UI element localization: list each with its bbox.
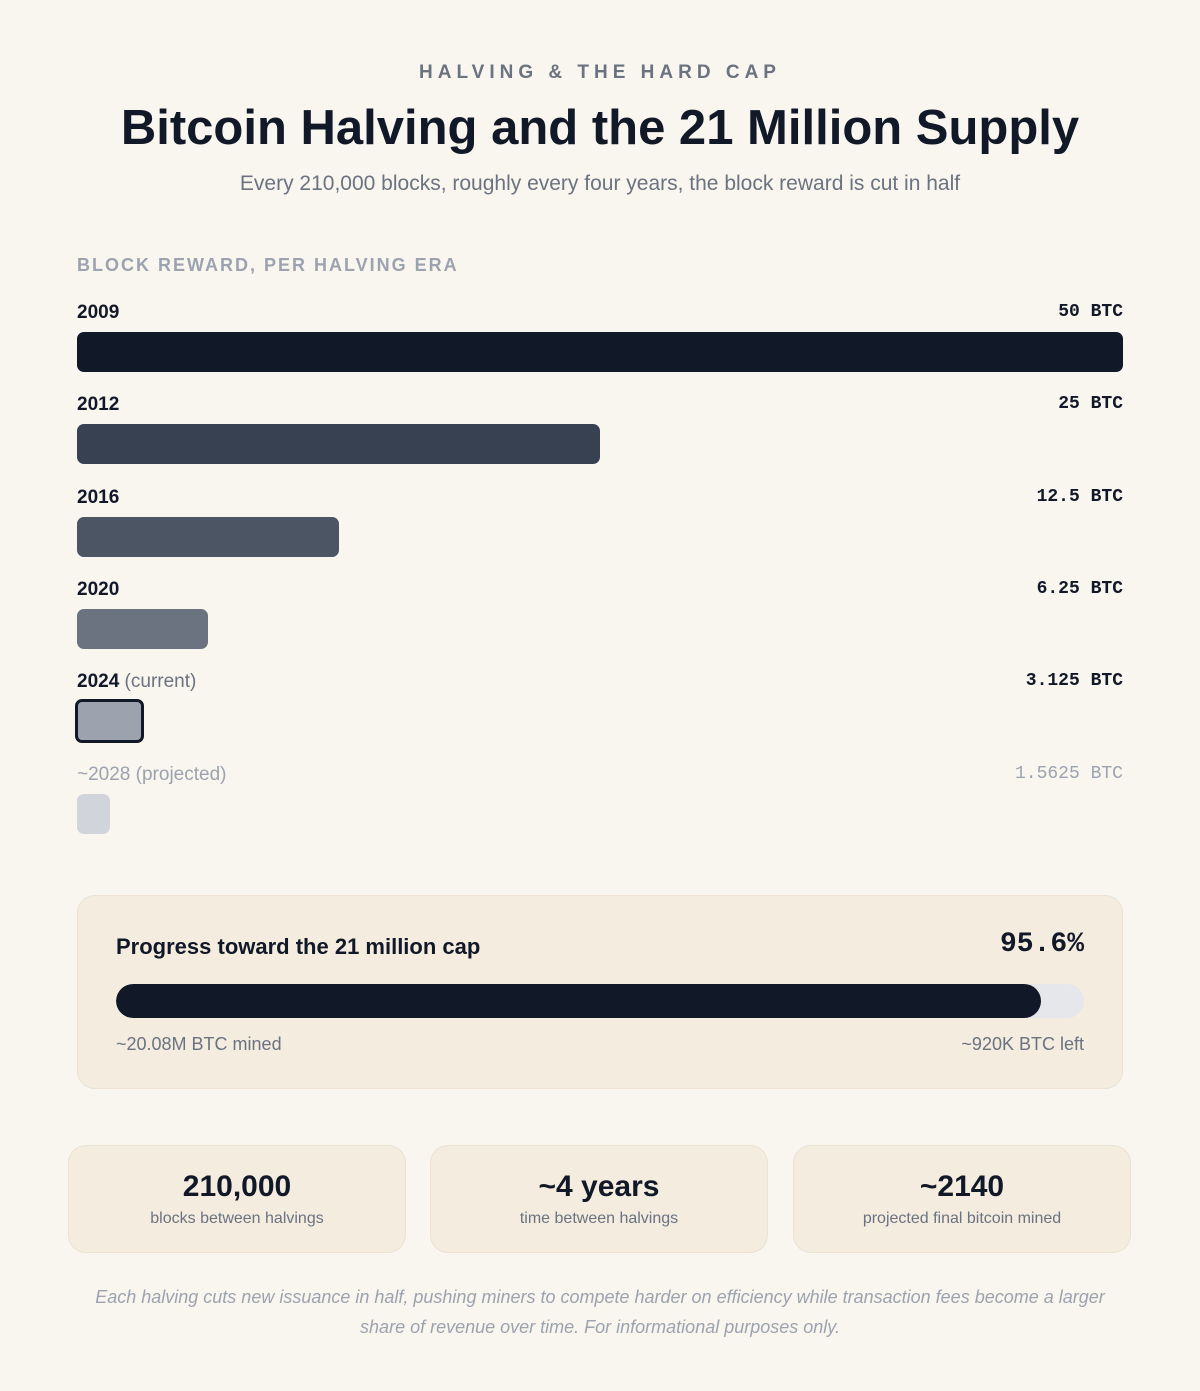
bar-2009 — [77, 332, 1123, 372]
progress-percent: 95.6% — [999, 929, 1084, 960]
bar-value-label: 3.125 BTC — [1025, 671, 1123, 692]
bar-2028 — [77, 793, 110, 834]
chart-title: BLOCK REWARD, PER HALVING ERA — [77, 255, 459, 275]
stat-value: ~2140 — [919, 1170, 1005, 1203]
page-subtitle: Every 210,000 blocks, roughly every four… — [239, 172, 961, 195]
bar-year: 2016 — [77, 486, 120, 508]
stat-label: projected final bitcoin mined — [862, 1210, 1062, 1227]
bar-2024 — [75, 699, 145, 744]
bar-year: 2012 — [77, 394, 120, 416]
stat-card-final: ~2140 projected final bitcoin mined — [793, 1145, 1131, 1253]
block-reward-chart: 2009 50 BTC 2012 25 BTC 2016 12.5 BTC 2020 6.25… — [75, 0, 1123, 860]
bar-value-label: 1.5625 BTC — [1014, 763, 1123, 784]
stat-value: 210,000 — [182, 1170, 292, 1203]
bar-year: 2020 — [77, 578, 120, 600]
stat-card-years: ~4 years time between halvings — [430, 1145, 768, 1253]
progress-fill — [116, 984, 1042, 1018]
bar-value-label: 50 BTC — [1058, 302, 1123, 322]
bar-note: (current) — [119, 671, 197, 693]
bar-label-2012: 2012 — [77, 394, 119, 416]
bar-label-2028: ~2028 (projected) — [77, 764, 226, 786]
remaining-label: ~920K BTC left — [961, 1034, 1084, 1054]
bar-value-label: 25 BTC — [1058, 394, 1123, 415]
progress-track — [116, 984, 1084, 1018]
bar-note: (projected) — [130, 763, 227, 785]
eyebrow-label: HALVING & THE HARD CAP — [419, 62, 781, 83]
page-title: Bitcoin Halving and the 21 Million Suppl… — [120, 101, 1080, 155]
progress-title: Progress toward the 21 million cap — [116, 934, 481, 959]
progress-card: Progress toward the 21 million cap 95.6%… — [77, 895, 1123, 1089]
mined-label: ~20.08M BTC mined — [116, 1034, 282, 1054]
stat-label: blocks between halvings — [150, 1210, 324, 1227]
bar-label-2024: 2024 (current) — [77, 671, 196, 693]
bar-label-2020: 2020 — [77, 579, 119, 601]
bar-value-label: 12.5 BTC — [1036, 486, 1123, 507]
footnote: Each halving cuts new issuance in half, … — [95, 1287, 1105, 1337]
bar-year: ~2028 — [77, 763, 131, 785]
bar-2012 — [77, 424, 600, 465]
bar-year: 2024 — [77, 671, 120, 693]
bar-value-label: 6.25 BTC — [1036, 578, 1123, 599]
bar-year: 2009 — [77, 302, 120, 323]
bar-2016 — [77, 516, 339, 557]
stat-card-blocks: 210,000 blocks between halvings — [68, 1145, 406, 1253]
stat-label: time between halvings — [519, 1210, 679, 1227]
bar-label-2016: 2016 — [77, 487, 119, 509]
stat-value: ~4 years — [538, 1170, 660, 1203]
bar-2020 — [77, 608, 208, 649]
bar-label-2009: 2009 — [77, 302, 119, 324]
